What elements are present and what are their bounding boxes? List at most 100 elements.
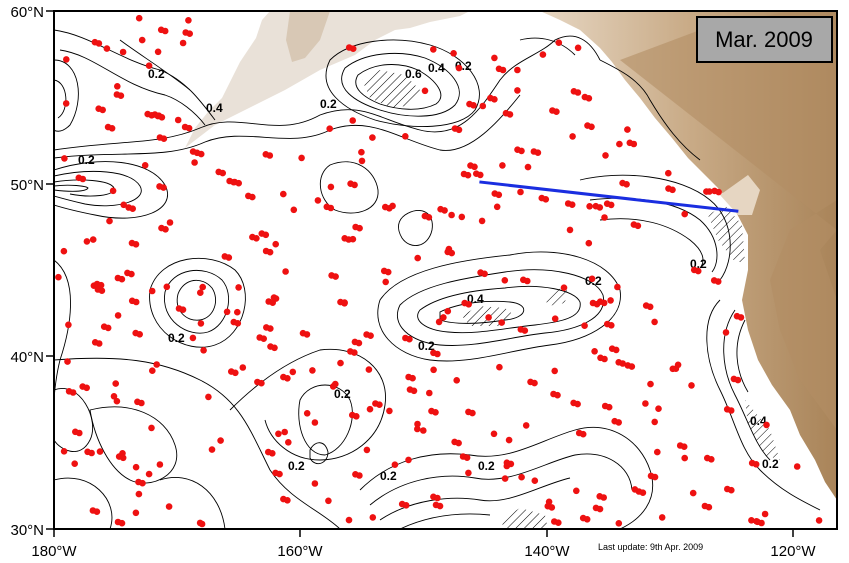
float-marker (758, 519, 765, 527)
float-marker (276, 470, 283, 478)
float-marker (793, 463, 801, 470)
float-marker (55, 273, 62, 281)
float-marker (62, 100, 70, 107)
float-marker (266, 248, 274, 256)
float-marker (132, 463, 140, 471)
float-marker (135, 14, 143, 22)
float-marker (642, 400, 649, 407)
float-marker (391, 461, 399, 469)
float-marker (138, 399, 145, 407)
float-marker (326, 125, 334, 132)
float-marker (351, 349, 358, 356)
contour-label: 0.2 (78, 153, 95, 167)
float-marker (158, 114, 166, 121)
float-marker (539, 51, 547, 58)
float-marker (83, 384, 90, 392)
float-marker (623, 181, 630, 188)
float-marker (455, 64, 463, 72)
float-marker (109, 187, 117, 195)
float-marker (591, 348, 598, 355)
float-marker (95, 340, 103, 347)
float-marker (205, 393, 212, 401)
float-marker (605, 403, 613, 411)
float-marker (420, 427, 427, 434)
date-box (696, 16, 833, 63)
float-marker (436, 502, 444, 510)
argo-float-markers (55, 14, 823, 528)
float-marker (219, 169, 226, 177)
float-marker (234, 320, 242, 327)
float-marker (579, 430, 587, 438)
float-marker (185, 124, 193, 132)
float-marker (166, 219, 174, 226)
float-marker (98, 287, 106, 295)
float-marker (815, 517, 823, 524)
float-marker (583, 516, 591, 523)
float-marker (132, 298, 140, 306)
float-marker (518, 473, 525, 481)
float-marker (129, 205, 136, 212)
float-marker (356, 224, 363, 232)
float-marker (521, 327, 529, 334)
float-marker (135, 490, 143, 498)
float-marker (266, 152, 274, 159)
float-marker (208, 446, 216, 453)
float-marker (569, 133, 576, 140)
float-marker (174, 116, 182, 124)
float-marker (440, 314, 447, 321)
float-marker (275, 430, 282, 438)
float-marker (197, 289, 204, 297)
float-marker (384, 268, 392, 276)
float-marker (60, 247, 68, 255)
contour-label: 0.2 (168, 331, 185, 345)
float-marker (179, 306, 187, 314)
contour-label: 0.4 (428, 61, 445, 75)
float-marker (60, 448, 68, 455)
float-marker (631, 486, 639, 493)
float-marker (651, 473, 659, 481)
float-marker (601, 355, 608, 363)
float-marker (478, 217, 486, 225)
float-marker (514, 87, 521, 94)
float-marker (574, 89, 582, 96)
float-marker (680, 443, 688, 451)
float-marker (349, 45, 357, 52)
float-marker (634, 222, 642, 230)
float-marker (614, 283, 621, 291)
map-frame (53, 10, 838, 530)
float-marker (153, 361, 160, 368)
float-marker (596, 505, 604, 513)
float-marker (309, 367, 316, 374)
float-marker (149, 367, 156, 375)
float-marker (465, 469, 472, 477)
hatch-region-coast-north (708, 205, 745, 262)
float-marker (382, 278, 390, 286)
lon-tick-label: 140°W (524, 543, 570, 560)
float-marker (63, 56, 70, 63)
float-marker (160, 135, 168, 142)
float-marker (647, 380, 654, 388)
float-marker (289, 368, 297, 376)
float-marker (145, 470, 153, 478)
float-marker (258, 379, 265, 387)
float-marker (89, 236, 97, 243)
float-marker (505, 436, 513, 444)
float-marker (148, 112, 155, 119)
float-marker (705, 503, 713, 511)
float-marker (630, 140, 638, 148)
float-marker (235, 284, 242, 291)
float-marker (138, 36, 146, 44)
contour-label: 0.2 (762, 457, 779, 471)
float-marker (61, 155, 68, 162)
float-marker (341, 299, 348, 306)
lat-tick-label: 50°N (10, 177, 44, 194)
float-marker (65, 321, 72, 329)
float-marker (737, 314, 745, 321)
float-marker (230, 178, 237, 186)
float-marker (753, 518, 760, 525)
float-marker (113, 397, 121, 405)
float-marker (234, 308, 241, 316)
float-marker (479, 102, 487, 110)
float-marker (120, 201, 127, 209)
float-marker (386, 205, 393, 212)
